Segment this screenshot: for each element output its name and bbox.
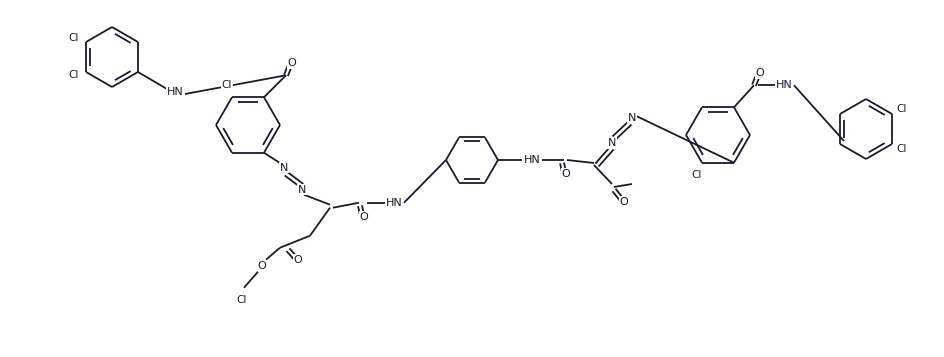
Text: Cl: Cl — [692, 170, 702, 180]
Text: O: O — [258, 261, 266, 271]
Text: Cl: Cl — [69, 33, 79, 43]
Text: O: O — [360, 212, 368, 222]
Text: N: N — [628, 113, 636, 123]
Text: O: O — [294, 255, 302, 265]
Text: HN: HN — [167, 87, 183, 97]
Text: N: N — [608, 138, 616, 148]
Text: Cl: Cl — [897, 144, 907, 154]
Text: Cl: Cl — [897, 104, 907, 114]
Text: N: N — [279, 163, 288, 173]
Text: Cl: Cl — [69, 70, 79, 80]
Text: HN: HN — [776, 80, 792, 90]
Text: HN: HN — [386, 198, 402, 208]
Text: O: O — [619, 197, 629, 207]
Text: N: N — [297, 185, 306, 195]
Text: O: O — [288, 58, 296, 68]
Text: Cl: Cl — [222, 80, 232, 90]
Text: O: O — [562, 169, 570, 179]
Text: O: O — [755, 68, 765, 78]
Text: HN: HN — [524, 155, 540, 165]
Text: Cl: Cl — [237, 295, 247, 305]
